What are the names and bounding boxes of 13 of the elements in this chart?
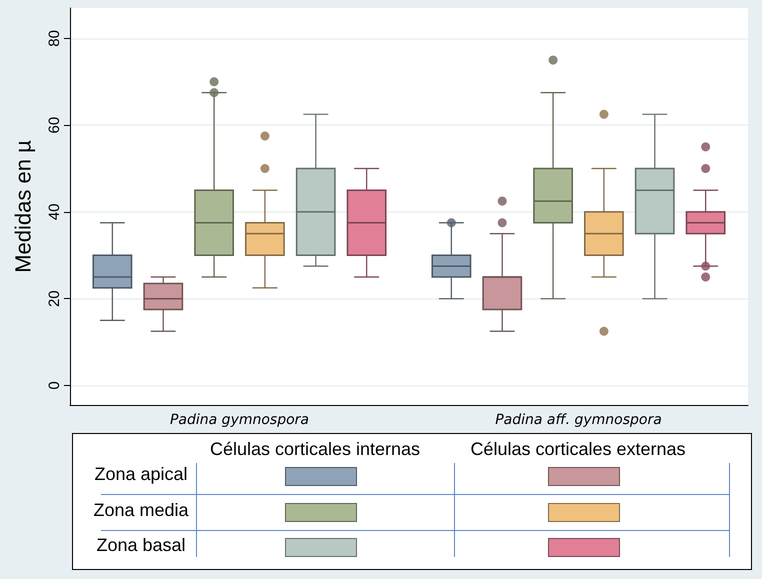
y-axis-title: Medidas en µ: [10, 140, 36, 273]
text: Zona basal: [95, 534, 187, 556]
x-tick-label: Padina aff. gymnospora: [495, 412, 662, 428]
y-tick-label: 20: [46, 290, 63, 308]
text: Zona apical: [93, 463, 189, 485]
y-tick-label: 60: [46, 116, 63, 134]
y-tick-label: 40: [46, 204, 63, 220]
y-tick-label: 80: [46, 30, 63, 47]
y-tick-label: 0: [46, 381, 63, 390]
text: Zona media: [92, 499, 190, 521]
text: Células corticales externas: [469, 438, 687, 460]
text: Células corticales internas: [208, 438, 422, 460]
x-tick-label: Padina gymnospora: [170, 412, 310, 428]
